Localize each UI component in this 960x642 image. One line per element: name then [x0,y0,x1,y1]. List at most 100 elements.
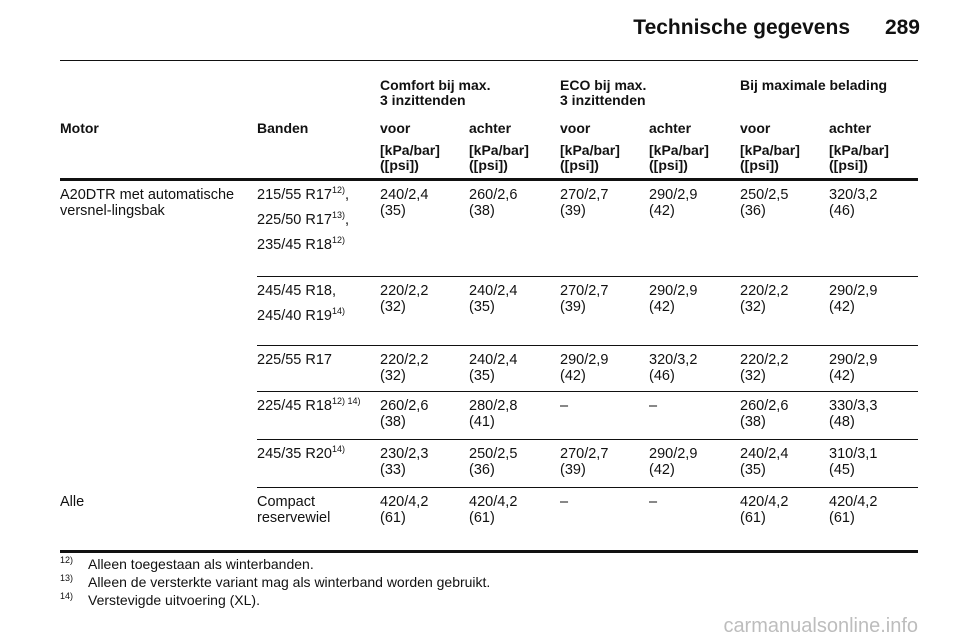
tire-size: 225/55 R17 [257,352,332,368]
tire-cell: 225/55 R17 [257,352,377,368]
page-number: 289 [884,16,920,39]
table-body: A20DTR met automatische versnel-lingsbak… [60,181,918,553]
pressure-cell: 240/2,4 (35) [380,187,429,219]
tire-size: Compact reservewiel [257,494,331,526]
table-row: A20DTR met automatische versnel-lingsbak… [60,181,918,276]
pressure-cell: – [560,398,569,414]
pressure-cell: – [649,398,658,414]
pressure-cell: 420/4,2 (61) [469,494,518,526]
unit-header: [kPa/bar] ([psi]) [560,142,620,173]
pressure-cell: 290/2,9 (42) [560,352,609,384]
tire-size: 215/55 R1712), [257,185,350,203]
pressure-cell: 420/4,2 (61) [380,494,429,526]
pressure-cell: 260/2,6 (38) [740,398,789,430]
tire-cell: 215/55 R1712), 225/50 R1713), 235/45 R1812… [257,185,377,253]
row-divider [257,487,918,488]
pressure-cell: 270/2,7 (39) [560,446,609,478]
group-header-comfort: Comfort bij max. 3 inzittenden [380,77,491,108]
column-header-motor: Motor [60,120,99,136]
footnotes: 12) Alleen toegestaan als winterbanden. 1… [60,555,490,609]
tire-size: 245/40 R1914) [257,306,345,324]
unit-header: [kPa/bar] ([psi]) [469,142,529,173]
column-header-voor: voor [380,120,411,136]
pressure-cell: 240/2,4 (35) [469,283,518,315]
tire-cell: 225/45 R1812) 14) [257,396,377,414]
tire-size: 245/35 R2014) [257,444,345,462]
column-header-voor: voor [560,120,591,136]
footnote: 14) Verstevigde uitvoering (XL). [60,591,260,608]
row-divider [257,276,918,277]
pressure-cell: 270/2,7 (39) [560,187,609,219]
pressure-cell: 250/2,5 (36) [740,187,789,219]
row-divider [60,550,918,553]
column-header-achter: achter [649,120,692,136]
pressure-cell: 220/2,2 (32) [740,352,789,384]
pressure-cell: – [649,494,658,510]
table-row: Alle Compact reservewiel 420/4,2 (61) 420/4,… [60,488,918,550]
pressure-cell: 260/2,6 (38) [380,398,429,430]
pressure-cell: 420/4,2 (61) [829,494,878,526]
page-header: Technische gegevens 289 [0,16,960,50]
footnote-ref: 12) 14) [331,396,361,407]
tire-cell: Compact reservewiel [257,494,377,526]
pressure-cell: 240/2,4 (35) [469,352,518,384]
unit-header: [kPa/bar] ([psi]) [829,142,889,173]
row-divider [257,391,918,392]
tire-cell: 245/35 R2014) [257,444,377,462]
table-row: 245/35 R2014) 230/2,3 (33) 250/2,5 (36) 270/2… [60,440,918,487]
motor-cell: Alle [60,494,85,510]
tire-pressure-table: Comfort bij max. 3 inzittenden ECO bij ma… [60,78,918,553]
unit-header: [kPa/bar] ([psi]) [740,142,800,173]
table-row: 225/45 R1812) 14) 260/2,6 (38) 280/2,8 (41) –… [60,392,918,439]
pressure-cell: 310/3,1 (45) [829,446,878,478]
footnote-ref: 14) [331,444,345,455]
column-header-voor: voor [740,120,771,136]
tire-size: 235/45 R1812) [257,235,345,253]
pressure-cell: 290/2,9 (42) [649,446,698,478]
motor-cell: A20DTR met automatische versnel-lingsbak [60,187,235,219]
tire-size: 225/50 R1713), [257,210,350,228]
pressure-cell: 320/3,2 (46) [829,187,878,219]
pressure-cell: 320/3,2 (46) [649,352,698,384]
header-bottom-rule [60,178,918,181]
pressure-cell: 290/2,9 (42) [829,352,878,384]
pressure-cell: 290/2,9 (42) [649,187,698,219]
footnote: 13) Alleen de versterkte variant mag als … [60,573,491,590]
table-row: 245/45 R18, 245/40 R1914) 220/2,2 (32) 240/2… [60,277,918,345]
table-row: 225/55 R17 220/2,2 (32) 240/2,4 (35) 290/2,9(… [60,346,918,391]
pressure-cell: 220/2,2 (32) [380,352,429,384]
column-header-achter: achter [469,120,512,136]
pressure-cell: 220/2,2 (32) [380,283,429,315]
footnote-ref: 14) [331,306,345,317]
footnote-ref: 13) [331,210,345,221]
pressure-cell: – [560,494,569,510]
pressure-cell: 290/2,9 (42) [649,283,698,315]
table-header: Comfort bij max. 3 inzittenden ECO bij ma… [60,78,918,178]
pressure-cell: 270/2,7 (39) [560,283,609,315]
pressure-cell: 230/2,3 (33) [380,446,429,478]
row-divider [257,439,918,440]
tire-size: 225/45 R1812) 14) [257,396,361,414]
header-divider [60,60,918,61]
column-header-achter: achter [829,120,872,136]
pressure-cell: 220/2,2 (32) [740,283,789,315]
group-header-max-load: Bij maximale belading [740,77,888,93]
pressure-cell: 240/2,4 (35) [740,446,789,478]
page-title: Technische gegevens [633,16,850,39]
pressure-cell: 420/4,2 (61) [740,494,789,526]
pressure-cell: 290/2,9 (42) [829,283,878,315]
footnote-ref: 12) [331,185,345,196]
footnote: 12) Alleen toegestaan als winterbanden. [60,555,314,572]
watermark: carmanualsonline.info [723,615,918,637]
pressure-cell: 260/2,6 (38) [469,187,518,219]
tire-size: 245/45 R18, [257,283,337,299]
pressure-cell: 280/2,8 (41) [469,398,518,430]
row-divider [257,345,918,346]
group-header-eco: ECO bij max. 3 inzittenden [560,77,647,108]
unit-header: [kPa/bar] ([psi]) [380,142,440,173]
tire-cell: 245/45 R18, 245/40 R1914) [257,283,377,324]
pressure-cell: 250/2,5 (36) [469,446,518,478]
column-header-banden: Banden [257,120,309,136]
pressure-cell: 330/3,3 (48) [829,398,878,430]
unit-header: [kPa/bar] ([psi]) [649,142,709,173]
